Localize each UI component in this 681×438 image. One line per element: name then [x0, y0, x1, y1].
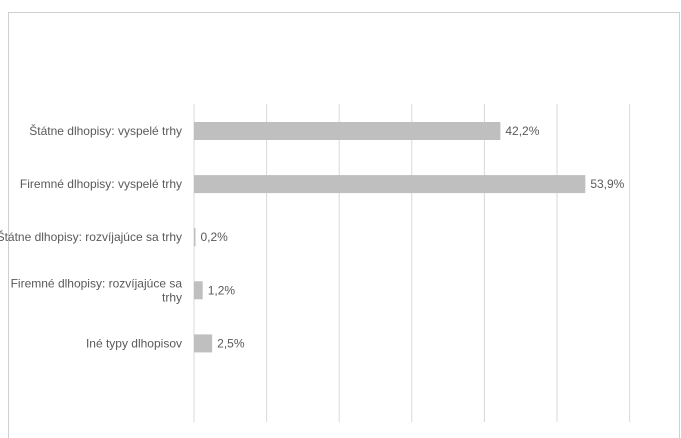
gridlines	[193, 104, 631, 422]
data-label: 0,2%	[201, 230, 229, 244]
data-label: 42,2%	[505, 124, 539, 138]
category-label: Iné typy dlhopisov	[86, 336, 182, 350]
bar	[194, 228, 196, 247]
chart-frame	[8, 12, 680, 438]
bar	[194, 175, 586, 194]
data-label: 1,2%	[208, 283, 236, 297]
bar	[194, 122, 501, 140]
category-label: trhy	[162, 290, 182, 304]
bars	[194, 122, 586, 353]
category-label: Firemné dlhopisy: rozvíjajúce sa	[11, 276, 183, 290]
category-label: Štátne dlhopisy: rozvíjajúce sa trhy	[0, 229, 182, 244]
category-label: Firemné dlhopisy: vyspelé trhy	[20, 177, 182, 191]
bar	[194, 281, 203, 300]
category-label: Štátne dlhopisy: vyspelé trhy	[29, 123, 182, 138]
bar	[194, 334, 213, 353]
data-label: 53,9%	[590, 177, 624, 191]
data-label: 2,5%	[217, 336, 245, 350]
category-labels: Štátne dlhopisy: vyspelé trhy Firemné dlh…	[0, 123, 182, 350]
value-labels: 42,2% 53,9% 0,2% 1,2% 2,5%	[201, 124, 625, 350]
